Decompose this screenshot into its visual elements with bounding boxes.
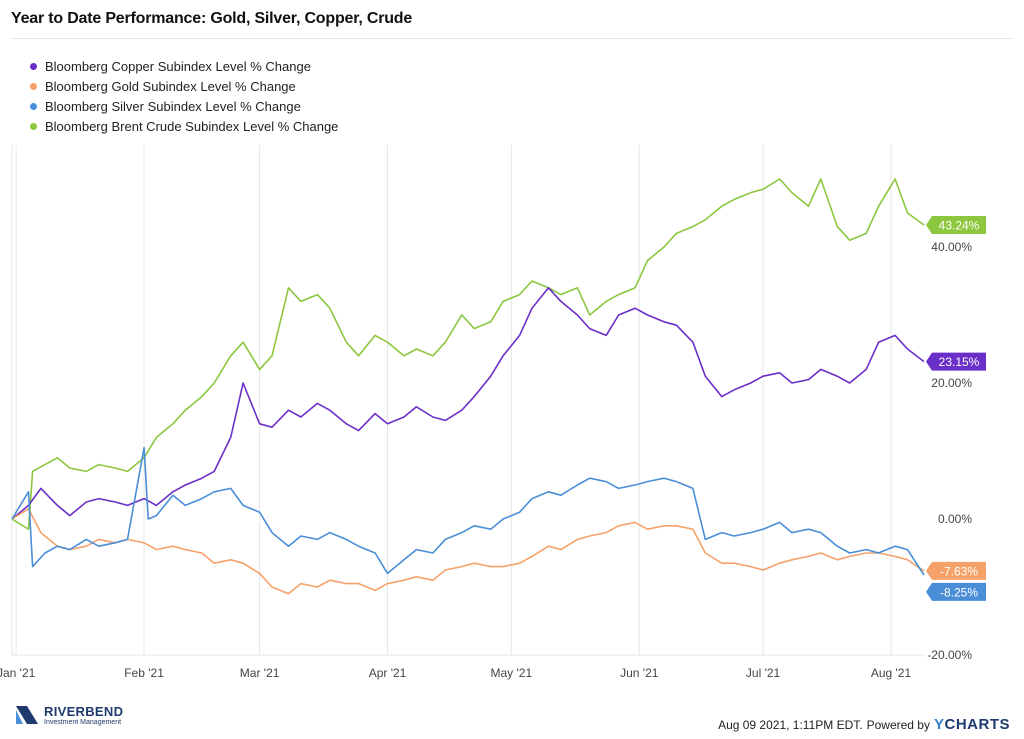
x-tick-label: May '21 [491, 666, 533, 680]
x-tick-label: Jan '21 [0, 666, 36, 680]
end-value-tag [926, 561, 986, 580]
series-line [11, 446, 925, 576]
series-line [11, 178, 925, 530]
footer-timestamp: Aug 09 2021, 1:11PM EDT. [718, 717, 863, 732]
series-line [11, 287, 925, 520]
ycharts-y: Y [933, 716, 945, 733]
y-tick-label: 0.00% [938, 512, 972, 526]
legend-label-gold: Bloomberg Gold Subindex Level % Change [45, 78, 296, 94]
end-value-label: 43.24% [939, 218, 980, 232]
footer: Aug 09 2021, 1:11PM EDT. Powered by YCHA… [718, 716, 1010, 733]
legend: Bloomberg Copper Subindex Level % Change… [30, 56, 338, 136]
x-tick-label: Jul '21 [746, 666, 781, 680]
end-value-label: 23.15% [939, 355, 980, 369]
end-value-tag [926, 352, 986, 371]
ycharts-rest: CHARTS [944, 716, 1010, 733]
legend-label-silver: Bloomberg Silver Subindex Level % Change [45, 98, 301, 114]
y-tick-label: -20.00% [927, 648, 972, 662]
legend-dot-silver [30, 102, 37, 110]
end-value-tag [926, 215, 986, 234]
legend-dot-crude [30, 122, 37, 130]
brand-name: RIVERBEND [44, 703, 124, 719]
legend-item-crude[interactable]: Bloomberg Brent Crude Subindex Level % C… [30, 116, 338, 136]
chart-title: Year to Date Performance: Gold, Silver, … [11, 10, 413, 27]
series-line [11, 508, 925, 595]
ycharts-logo[interactable]: YCHARTS [934, 716, 1010, 733]
x-tick-label: Mar '21 [240, 666, 280, 680]
end-value-tag [926, 582, 986, 601]
x-tick-label: Apr '21 [369, 666, 407, 680]
legend-item-copper[interactable]: Bloomberg Copper Subindex Level % Change [30, 56, 338, 76]
footer-powered-by: Powered by [866, 717, 930, 732]
x-tick-label: Feb '21 [124, 666, 164, 680]
x-tick-label: Jun '21 [620, 666, 659, 680]
legend-label-crude: Bloomberg Brent Crude Subindex Level % C… [45, 118, 339, 134]
y-tick-label: 20.00% [931, 376, 972, 390]
riverbend-logo: RIVERBEND Investment Management [14, 704, 123, 726]
end-value-label: -7.63% [940, 564, 978, 578]
legend-dot-gold [30, 82, 37, 90]
legend-label-copper: Bloomberg Copper Subindex Level % Change [45, 58, 311, 74]
brand-subtitle: Investment Management [44, 718, 122, 726]
x-tick-label: Aug '21 [871, 666, 912, 680]
title-divider [11, 38, 1013, 39]
legend-item-silver[interactable]: Bloomberg Silver Subindex Level % Change [30, 96, 338, 116]
riverbend-mark-icon [16, 706, 38, 724]
legend-dot-copper [30, 62, 37, 70]
legend-item-gold[interactable]: Bloomberg Gold Subindex Level % Change [30, 76, 338, 96]
end-value-label: -8.25% [940, 585, 978, 599]
y-tick-label: 40.00% [931, 240, 972, 254]
